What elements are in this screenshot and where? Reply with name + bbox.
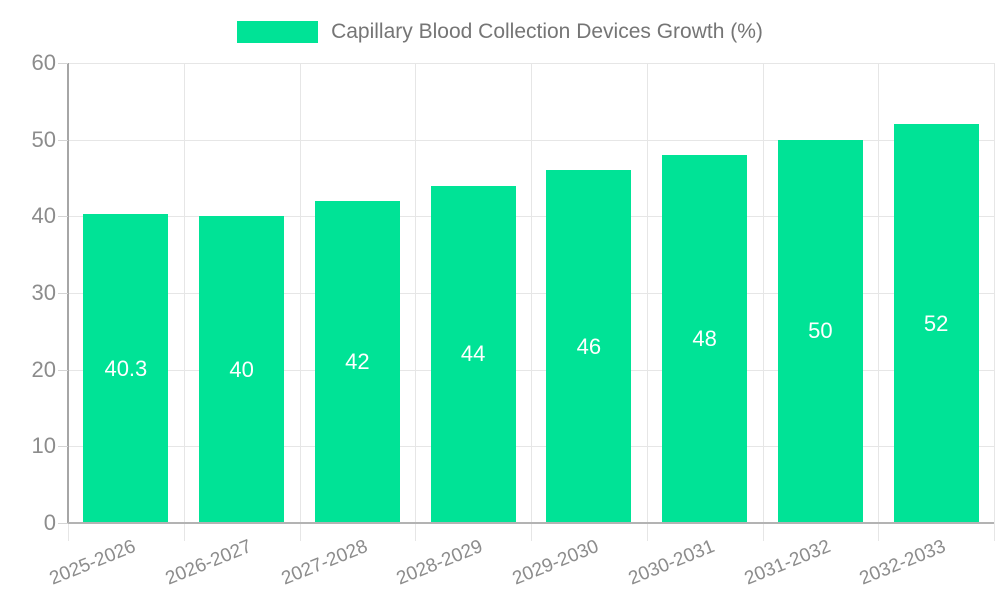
x-tick-label: 2028-2029 (393, 536, 486, 590)
y-tick-label: 0 (43, 510, 56, 535)
bar[interactable] (199, 216, 285, 523)
y-tick-label: 50 (31, 126, 56, 152)
legend[interactable]: Capillary Blood Collection Devices Growt… (0, 20, 1000, 44)
x-tick-label: 2031-2032 (741, 536, 834, 590)
bar[interactable] (546, 170, 632, 523)
y-tick-mark (58, 523, 68, 524)
y-tick-label: 40 (31, 203, 56, 229)
bar[interactable] (430, 185, 516, 523)
bar[interactable] (662, 155, 748, 523)
x-tick-label: 2029-2030 (509, 536, 602, 590)
gridline-vertical (299, 63, 301, 541)
x-tick-label: 2027-2028 (278, 536, 371, 590)
y-tick-label: 20 (31, 356, 56, 382)
y-tick-label: 10 (31, 433, 56, 459)
gridline-vertical (878, 63, 880, 541)
bar-value-label: 40 (229, 356, 254, 382)
bar-value-label: 42 (345, 349, 370, 374)
bar[interactable] (893, 124, 979, 523)
gridline-vertical (415, 63, 417, 541)
bar-value-label: 52 (923, 310, 949, 336)
x-tick-label: 2030-2031 (625, 536, 718, 590)
y-tick-label: 60 (31, 50, 56, 75)
bar-value-label: 44 (460, 341, 486, 367)
y-tick-mark (58, 216, 68, 218)
gridline-vertical (994, 63, 995, 541)
gridline-vertical (183, 63, 185, 541)
x-axis-baseline (68, 522, 994, 524)
bar-value-label: 50 (808, 318, 833, 344)
y-tick-mark (58, 293, 68, 294)
x-tick-label: 2025-2026 (46, 536, 139, 590)
y-tick-label: 30 (31, 280, 56, 305)
y-tick-mark (58, 446, 68, 448)
bar-value-label: 46 (576, 333, 602, 359)
bar-value-label: 40.3 (104, 355, 148, 381)
y-tick-mark (58, 139, 68, 141)
legend-swatch-icon (237, 21, 319, 43)
bar[interactable] (83, 214, 169, 523)
gridline-vertical (762, 63, 764, 541)
bar-value-label: 48 (692, 326, 717, 351)
plot-area: 40.3 40 42 44 46 48 50 52 (67, 63, 995, 541)
bar[interactable] (314, 201, 400, 523)
legend-label: Capillary Blood Collection Devices Growt… (331, 20, 763, 43)
x-tick-label: 2032-2033 (856, 536, 949, 590)
y-axis-line (67, 63, 69, 523)
gridline-vertical (646, 63, 648, 541)
y-tick-mark (58, 63, 68, 64)
x-tick-label: 2026-2027 (162, 536, 255, 590)
bar[interactable] (777, 139, 863, 523)
y-tick-mark (58, 369, 68, 371)
gridline-vertical (531, 63, 532, 541)
